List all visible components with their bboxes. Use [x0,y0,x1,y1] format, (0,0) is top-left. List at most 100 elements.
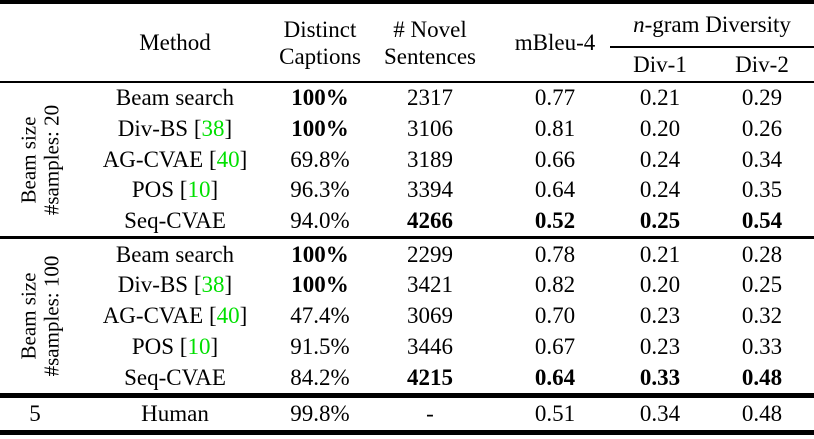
data-cell-novel: 4215 [407,364,453,390]
data-cell-div2: 0.25 [741,272,783,298]
method-label: POS [131,333,175,359]
method-label: Seq-CVAE [124,364,226,390]
data-cell-distinct: 84.2% [290,364,350,390]
data-cell-mbleu: 0.52 [534,208,576,234]
group-label-line2: #samples: 100 [39,255,63,377]
data-cell-div1: 0.24 [639,146,681,172]
data-cell-div1: 0.20 [639,116,681,142]
data-cell-distinct: 69.8% [290,146,350,172]
table-row: Seq-CVAE 84.2% 4215 0.64 0.33 0.48 [0,362,814,393]
data-cell-novel: 4266 [407,208,453,234]
data-cell-mbleu: 0.81 [534,116,576,142]
col-header-novel-line2: Sentences [384,43,476,69]
col-header-method: Method [139,29,211,55]
data-cell-distinct: 94.0% [290,208,350,234]
col-header-novel-sentences: # Novel Sentences [360,16,500,70]
header-bottom-rule [0,81,814,83]
data-cell-distinct: 47.4% [290,303,350,329]
human-left-value: 5 [29,400,41,426]
method-cell: Div-BS [38] [117,272,233,298]
data-cell-div2: 0.35 [741,177,783,203]
data-cell-novel: 3394 [407,177,453,203]
citation-number[interactable]: 40 [216,146,240,172]
data-cell-div2: 0.33 [741,333,783,359]
col-header-div1: Div-1 [633,51,687,77]
method-cell: Beam search [70,85,280,111]
data-cell-div2: 0.54 [741,208,783,234]
data-cell-distinct: 100% [291,85,349,111]
table-row: AG-CVAE [40] 47.4% 3069 0.70 0.23 0.32 [0,301,814,332]
data-cell-mbleu: 0.67 [534,333,576,359]
data-cell-novel: 2299 [407,241,453,267]
data-cell-distinct: 100% [291,116,349,142]
method-label: Div-BS [117,116,189,142]
data-cell-mbleu: 0.70 [534,303,576,329]
data-cell-div1: 0.21 [639,85,681,111]
data-cell-distinct: 99.8% [290,400,350,426]
citation-number[interactable]: 10 [187,333,211,359]
group-label-line1: Beam size [16,116,41,204]
method-label: Beam search [115,241,235,267]
method-cell: Beam search [70,242,280,268]
table-row: AG-CVAE [40] 69.8% 3189 0.66 0.24 0.34 [0,144,814,175]
data-cell-mbleu: 0.78 [534,241,576,267]
ngram-italic-n: n [633,12,645,37]
data-cell-div1: 0.34 [639,400,681,426]
method-cell: AG-CVAE [40] [102,146,248,172]
col-group-ngram-diversity: n -gram Diversity Div-1 Div-2 [610,4,814,81]
data-cell-novel: 3421 [407,272,453,298]
col-header-distinct-captions: Distinct Captions [279,16,361,70]
col-header-novel-line1: # Novel [393,16,467,42]
citation-number[interactable]: 10 [187,177,211,203]
table-body: Beam size #samples: 20 Beam search 100% 2317… [0,83,814,393]
method-label: Beam search [115,85,235,111]
data-cell-mbleu: 0.66 [534,146,576,172]
method-cell: POS [10] [131,333,219,359]
data-cell-div2: 0.29 [741,85,783,111]
citation-number[interactable]: 40 [216,303,240,329]
table-bottom-rule [0,429,814,435]
table-row: Div-BS [38] 100% 3421 0.82 0.20 0.25 [0,270,814,301]
data-cell-mbleu: 0.64 [534,364,576,390]
ngram-subheaders: Div-1 Div-2 [610,48,814,81]
group-rotated-label: Beam size #samples: 100 [17,234,64,398]
col-header-distinct-line1: Distinct [283,16,357,42]
data-cell-novel: 2317 [407,85,453,111]
method-label: AG-CVAE [102,303,204,329]
pre-human-rule [0,392,814,398]
data-cell-div2: 0.48 [741,400,783,426]
data-cell-div1: 0.33 [639,364,681,390]
ngram-title-rest: -gram Diversity [644,12,791,37]
data-cell-div1: 0.24 [639,177,681,203]
method-cell: Human [141,400,209,426]
method-label: POS [131,177,175,203]
data-cell-div1: 0.23 [639,303,681,329]
human-row: 5 Human 99.8% - 0.51 0.34 0.48 [0,398,814,430]
data-cell-mbleu: 0.77 [534,85,576,111]
data-cell-novel: - [426,400,434,426]
citation-number[interactable]: 38 [201,116,225,142]
table-row: Beam search 100% 2317 0.77 0.21 0.29 [0,83,814,114]
table-row: Beam search 100% 2299 0.78 0.21 0.28 [0,239,814,270]
data-cell-distinct: 100% [291,272,349,298]
method-label: Seq-CVAE [124,208,226,234]
data-cell-mbleu: 0.51 [534,400,576,426]
data-cell-novel: 3069 [407,303,453,329]
table-row: Div-BS [38] 100% 3106 0.81 0.20 0.26 [0,114,814,145]
method-cell: AG-CVAE [40] [102,303,248,329]
data-cell-div1: 0.21 [639,241,681,267]
data-cell-div1: 0.23 [639,333,681,359]
col-header-mbleu4: mBleu-4 [514,29,596,55]
citation-number[interactable]: 38 [201,272,225,298]
data-cell-distinct: 96.3% [290,177,350,203]
table-top-rule [0,0,814,4]
data-cell-div2: 0.32 [741,303,783,329]
method-cell: POS [10] [131,177,219,203]
data-cell-div2: 0.28 [741,241,783,267]
group-label-line2: #samples: 20 [39,104,63,215]
beam-size-group-2: Beam size #samples: 100 Beam search 100% 229… [0,239,814,392]
data-cell-div1: 0.20 [639,272,681,298]
data-cell-div2: 0.26 [741,116,783,142]
data-cell-div1: 0.25 [639,208,681,234]
